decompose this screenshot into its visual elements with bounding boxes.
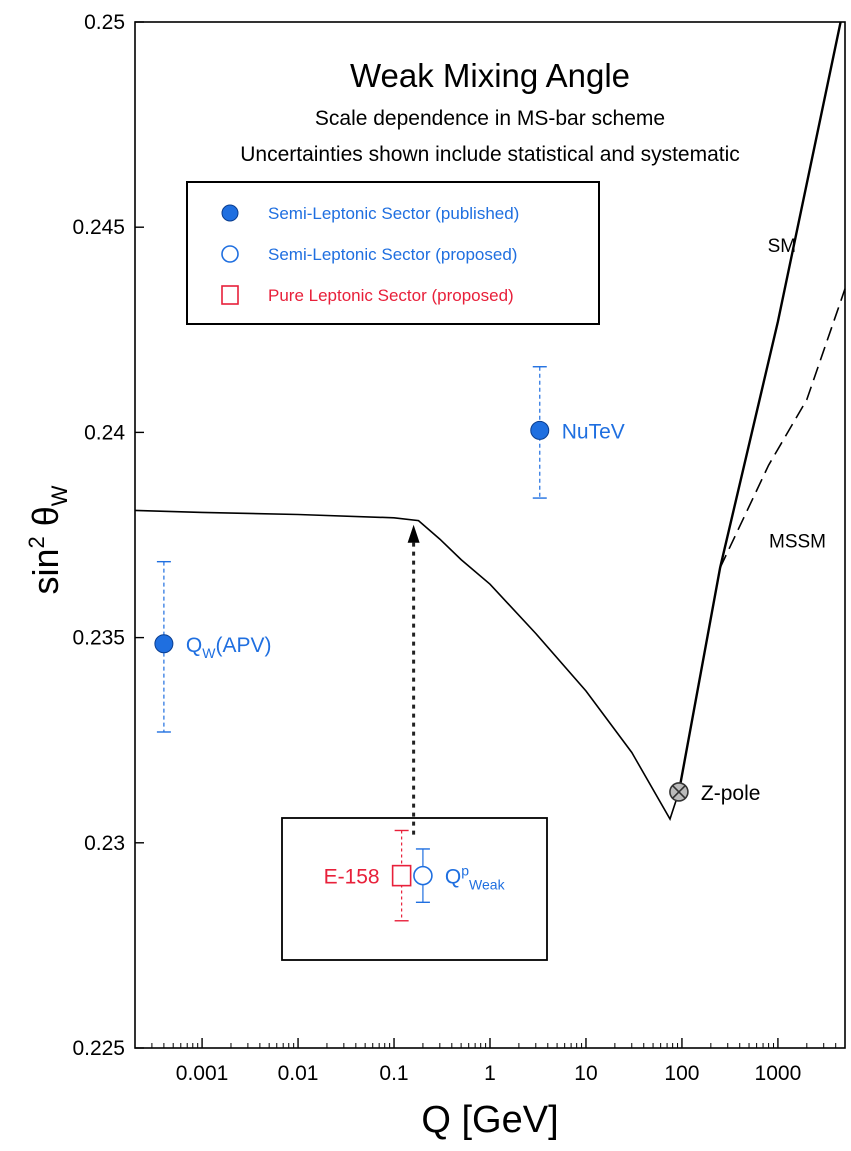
data-point-z-pole: Z-pole bbox=[669, 782, 761, 805]
point-label-sub: W bbox=[202, 645, 216, 661]
x-axis-label: Q [GeV] bbox=[421, 1099, 558, 1141]
legend-item: Pure Leptonic Sector (proposed) bbox=[221, 285, 514, 305]
inset-box bbox=[281, 817, 548, 961]
legend: Semi-Leptonic Sector (published) Semi-Lep… bbox=[186, 181, 600, 325]
point-label: NuTeV bbox=[562, 420, 625, 443]
legend-label: Semi-Leptonic Sector (proposed) bbox=[268, 245, 517, 264]
marker-open-square bbox=[391, 864, 412, 887]
legend-item: Semi-Leptonic Sector (proposed) bbox=[221, 245, 517, 264]
arrow-head bbox=[407, 524, 420, 543]
x-tick-label: 0.001 bbox=[176, 1062, 229, 1085]
x-tick-label: 1000 bbox=[755, 1062, 802, 1085]
point-label: E-158 bbox=[324, 866, 380, 889]
curve-label-mssm: MSSM bbox=[769, 531, 826, 552]
y-axis-label-theta: θ bbox=[25, 506, 66, 536]
marker-filled-circle bbox=[530, 420, 550, 440]
y-tick-label: 0.225 bbox=[72, 1037, 125, 1060]
y-tick-label: 0.24 bbox=[84, 421, 125, 444]
curve-running bbox=[134, 509, 680, 821]
y-tick-label: 0.25 bbox=[84, 11, 125, 34]
data-point-nutev: NuTeV bbox=[530, 366, 625, 499]
marker-filled-circle bbox=[154, 634, 174, 654]
curve-mssm bbox=[719, 288, 846, 569]
data-point-e-158: E-158 bbox=[324, 829, 412, 922]
x-tick-label: 10 bbox=[574, 1062, 597, 1085]
data-point-qp-weak: QpWeak bbox=[413, 848, 506, 904]
point-label: QW(APV) bbox=[186, 634, 272, 661]
point-label-sup: p bbox=[461, 863, 469, 879]
curve-label-sm: SM bbox=[768, 236, 797, 257]
chart-title: Weak Mixing Angle bbox=[350, 57, 630, 94]
x-tick-label: 0.1 bbox=[379, 1062, 408, 1085]
point-label-sub: Weak bbox=[469, 877, 506, 893]
legend-box bbox=[186, 181, 600, 325]
curve-sm bbox=[677, 21, 842, 793]
legend-item: Semi-Leptonic Sector (published) bbox=[221, 204, 519, 223]
point-label-base: Q bbox=[186, 634, 202, 657]
chart-subtitle: Scale dependence in MS-bar scheme bbox=[315, 107, 665, 130]
legend-label: Semi-Leptonic Sector (published) bbox=[268, 204, 519, 223]
legend-label: Pure Leptonic Sector (proposed) bbox=[268, 286, 514, 305]
point-label: Z-pole bbox=[701, 782, 761, 805]
legend-marker-open-square bbox=[221, 285, 239, 305]
point-label: QpWeak bbox=[445, 863, 506, 893]
y-tick-label: 0.235 bbox=[72, 627, 125, 650]
y-tick-label: 0.245 bbox=[72, 216, 125, 239]
marker-open-circle bbox=[413, 865, 433, 886]
x-tick-label: 100 bbox=[664, 1062, 699, 1085]
y-axis-label-sub: W bbox=[47, 485, 72, 506]
legend-marker-open-circle bbox=[221, 245, 239, 263]
marker-crosshatch bbox=[672, 785, 686, 799]
y-axis-label-sup: 2 bbox=[24, 536, 49, 548]
x-tick-label: 0.01 bbox=[278, 1062, 319, 1085]
y-tick-label: 0.23 bbox=[84, 832, 125, 855]
x-tick-label: 1 bbox=[484, 1062, 496, 1085]
point-label-base: Q bbox=[445, 866, 461, 889]
y-axis-label: sin2 θW bbox=[24, 485, 72, 594]
data-point-q-w-apv: QW(APV) bbox=[154, 560, 272, 733]
chart-subtitle: Uncertainties shown include statistical … bbox=[240, 143, 740, 166]
legend-marker-filled-circle bbox=[221, 204, 239, 222]
point-label-rest: (APV) bbox=[215, 634, 271, 657]
y-axis-label-base: sin bbox=[25, 549, 66, 595]
